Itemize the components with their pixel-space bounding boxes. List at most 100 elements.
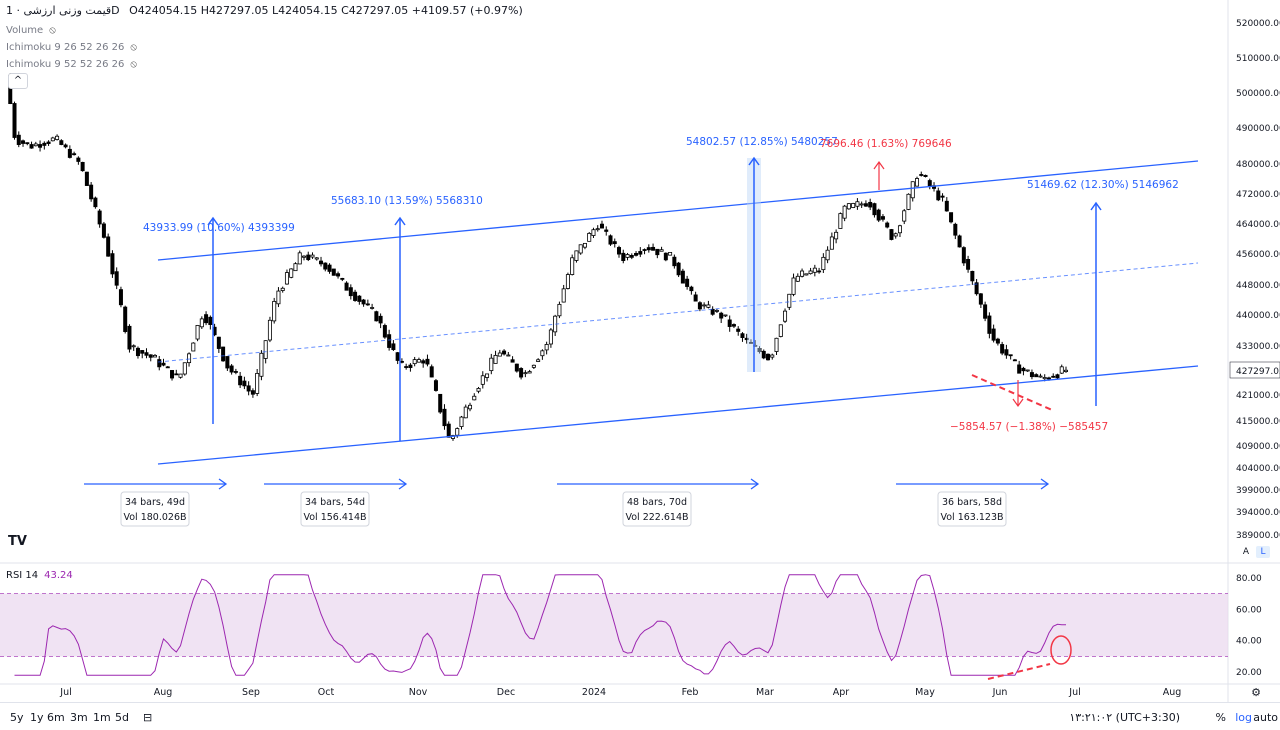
candle-body <box>680 270 685 284</box>
log-scale-button[interactable]: L <box>1256 546 1270 558</box>
candle-body <box>961 247 966 264</box>
price-tick-label: 448000.00 <box>1236 281 1280 291</box>
candle-body <box>1059 366 1064 374</box>
indicator-ichimoku-1[interactable]: Ichimoku 9 26 52 26 26 ⦸ <box>6 42 137 53</box>
red-divergence-line <box>971 374 1053 411</box>
candle-body <box>519 368 524 378</box>
measure-arrow-head <box>394 216 406 226</box>
candle-body <box>455 428 460 436</box>
time-tick-label: Jun <box>992 687 1008 698</box>
candle-body <box>25 142 30 145</box>
candle-body <box>825 249 830 261</box>
candle-body <box>778 324 783 337</box>
candle-body <box>851 203 856 208</box>
candle-body <box>433 380 438 391</box>
candle-body <box>880 216 885 220</box>
candle-body <box>374 311 379 322</box>
candle-body <box>995 338 1000 344</box>
percent-toggle[interactable]: % <box>1215 711 1226 724</box>
candle-body <box>446 423 451 438</box>
timeframe-5y[interactable]: 5y <box>10 711 24 724</box>
rsi-legend[interactable]: RSI 14 43.24 <box>6 570 73 581</box>
candle-body <box>770 354 775 358</box>
timeframe-5d[interactable]: 5d <box>115 711 129 724</box>
auto-scale-button[interactable]: A <box>1242 547 1250 557</box>
candle-body <box>561 288 566 303</box>
candle-body <box>472 395 477 401</box>
candle-body <box>608 235 613 245</box>
rsi-value: 43.24 <box>44 570 73 581</box>
candle-body <box>1046 377 1051 380</box>
candle-body <box>33 143 38 147</box>
timeframe-1m[interactable]: 1m <box>93 711 111 724</box>
candle-body <box>910 181 915 199</box>
candle-body <box>761 350 766 359</box>
range-vol-label: Vol 156.414B <box>303 512 366 523</box>
candle-body <box>463 406 468 419</box>
eye-hidden-icon[interactable]: ⦸ <box>130 42 137 53</box>
candle-body <box>106 236 111 257</box>
candle-body <box>1038 375 1043 378</box>
time-tick-label: Nov <box>409 687 428 698</box>
candle-body <box>1064 369 1069 372</box>
indicator-ichimoku-2[interactable]: Ichimoku 9 52 52 26 26 ⦸ <box>6 59 137 70</box>
candle-body <box>135 347 140 357</box>
candle-body <box>868 201 873 208</box>
candle-body <box>421 360 426 364</box>
candle-body <box>80 161 85 172</box>
candle-body <box>301 255 306 258</box>
timeframe-1y[interactable]: 1y <box>30 711 44 724</box>
candle-body <box>587 233 592 242</box>
candle-body <box>361 299 366 305</box>
candle-body <box>178 373 183 378</box>
clock-readout[interactable]: ۱۳:۲۱:۰۲ (UTC+3:30) <box>1069 711 1180 724</box>
candle-body <box>621 252 626 262</box>
price-tick-label: 472000.00 <box>1236 190 1280 200</box>
rsi-highlight-ellipse <box>1050 635 1072 665</box>
candle-body <box>987 315 992 334</box>
candle-body <box>923 174 928 177</box>
candle-body <box>936 190 941 201</box>
collapse-legend-button[interactable]: ^ <box>8 73 28 89</box>
indicator-volume[interactable]: Volume ⦸ <box>6 25 56 36</box>
candle-body <box>208 316 213 325</box>
price-tick-label: 510000.00 <box>1236 54 1280 64</box>
last-price-tag <box>1229 361 1280 379</box>
date-range-icon[interactable]: ⊟ <box>143 711 153 724</box>
time-tick-label: 2024 <box>582 687 606 698</box>
candle-body <box>744 337 749 341</box>
price-tick-label: 394000.00 <box>1236 508 1280 518</box>
eye-hidden-icon[interactable]: ⦸ <box>130 59 137 70</box>
ohlc-readout: O424054.15 H427297.05 L424054.15 C427297… <box>129 4 523 17</box>
eye-hidden-icon[interactable]: ⦸ <box>49 25 56 36</box>
candle-body <box>174 373 179 376</box>
candle-body <box>353 291 358 301</box>
auto-toggle[interactable]: auto <box>1253 711 1278 724</box>
candle-body <box>110 253 115 275</box>
candle-body <box>459 416 464 427</box>
timeframe-3m[interactable]: 3m <box>70 711 88 724</box>
candle-body <box>331 268 336 276</box>
candle-body <box>902 210 907 222</box>
candle-body <box>1029 372 1034 378</box>
candle-body <box>187 353 192 364</box>
candle-body <box>731 324 736 327</box>
candle-body <box>574 250 579 261</box>
symbol-title[interactable]: قیمت وزنی ارزشی · 1D <box>6 4 120 17</box>
candle-body <box>391 343 396 350</box>
price-tick-label: 389000.00 <box>1236 531 1280 541</box>
rsi-band <box>0 593 1228 657</box>
candle-body <box>38 144 43 148</box>
time-tick-label: Jul <box>1068 687 1080 698</box>
timeframe-6m[interactable]: 6m <box>47 711 65 724</box>
log-toggle[interactable]: log <box>1235 711 1252 724</box>
candle-body <box>578 244 583 254</box>
candle-body <box>821 256 826 271</box>
price-tick-label: 399000.00 <box>1236 486 1280 496</box>
price-tick-label: 464000.00 <box>1236 220 1280 230</box>
tradingview-logo[interactable]: TV <box>8 534 27 549</box>
candle-body <box>272 301 277 322</box>
range-vol-label: Vol 222.614B <box>625 512 688 523</box>
range-bars-label: 36 bars, 58d <box>942 497 1002 508</box>
